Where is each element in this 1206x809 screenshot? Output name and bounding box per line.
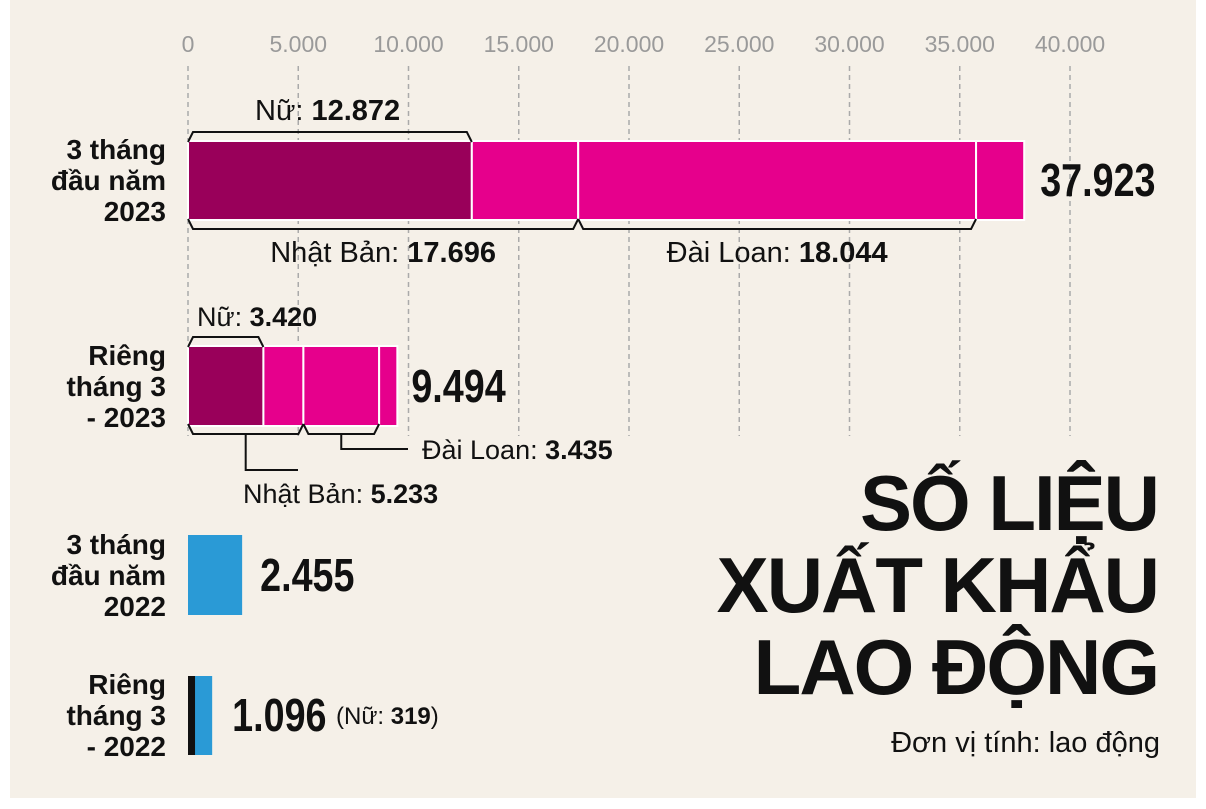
x-tick-label: 15.000 (484, 31, 554, 57)
bracket-above (187, 131, 473, 143)
title-line-2: XUẤT KHẨU (717, 541, 1158, 629)
annotation-value: 12.872 (311, 95, 400, 127)
total-value-label: 9.494 (411, 360, 506, 411)
annotation-label: Nữ: (255, 95, 311, 127)
bar-2022-march (195, 676, 213, 755)
bar-segment (378, 345, 399, 427)
annotation-label: Đài Loan: (667, 237, 799, 269)
row-label-line: 3 tháng (66, 134, 166, 165)
x-tick-label: 30.000 (814, 31, 884, 57)
annotation-value: 3.420 (250, 302, 318, 332)
women-note-part: (Nữ: (336, 703, 391, 730)
bar-segment (302, 345, 381, 427)
x-tick-label: 20.000 (594, 31, 664, 57)
chart-title: SỐ LIỆU XUẤT KHẨU LAO ĐỘNG (717, 459, 1160, 711)
bar-segment (577, 140, 978, 221)
bar-segment (187, 140, 473, 221)
row-label-line: - 2023 (87, 402, 166, 433)
bar-segment (975, 140, 1026, 221)
bracket-below (577, 218, 977, 230)
annotation-label: Đài Loan: (422, 435, 545, 465)
unit-note: Đơn vị tính: lao động (891, 727, 1160, 759)
bar-2022-march-women (188, 676, 196, 755)
total-value-label: 37.923 (1040, 154, 1155, 205)
bar-segment (470, 140, 580, 221)
row-label-line: tháng 3 (66, 371, 166, 402)
women-note-part: ) (431, 703, 439, 730)
row-label-line: 3 tháng (66, 529, 166, 560)
total-value-label: 2.455 (260, 549, 354, 600)
annotations: 37.923 9.494 2.455 1.096 (Nữ: 319) Nữ: 12.872… (187, 95, 1156, 741)
row-label-line: Riêng (88, 669, 166, 700)
row-label-line: - 2022 (87, 731, 166, 762)
title-line-1: SỐ LIỆU (860, 459, 1158, 547)
segment-annotation: Nhật Bản: 17.696 (270, 237, 496, 269)
women-note-part: 319 (391, 703, 431, 730)
total-value-label: 1.096 (232, 689, 326, 740)
annotation-label: Nhật Bản: (243, 479, 371, 509)
leader-line (340, 434, 408, 450)
annotation-value: 5.233 (371, 479, 439, 509)
row-label-line: 2023 (104, 196, 166, 227)
row-label-line: đầu năm (51, 165, 166, 196)
x-tick-label: 5.000 (269, 31, 327, 57)
bar-segment (187, 345, 265, 427)
segment-annotation: Nữ: 3.420 (197, 302, 317, 332)
title-line-3: LAO ĐỘNG (754, 623, 1158, 711)
bar-segment (262, 345, 305, 427)
x-tick-label: 35.000 (925, 31, 995, 57)
x-axis-tick-labels: 0 5.000 10.000 15.000 20.000 25.000 30.000 35.0… (182, 31, 1106, 57)
annotation-value: 18.044 (799, 237, 888, 269)
row-label-line: tháng 3 (66, 700, 166, 731)
segment-annotation: Đài Loan: 3.435 (422, 435, 613, 465)
annotation-label: Nữ: (197, 302, 250, 332)
annotation-value: 3.435 (545, 435, 613, 465)
annotation-value: 17.696 (407, 237, 496, 269)
row-label-line: 2022 (104, 591, 166, 622)
bar-2022-q1 (188, 535, 243, 615)
x-tick-label: 10.000 (373, 31, 443, 57)
x-tick-label: 40.000 (1035, 31, 1105, 57)
annotation-label: Nhật Bản: (270, 237, 407, 269)
bracket-below (187, 218, 580, 230)
segment-annotation: Nữ: 12.872 (255, 95, 400, 127)
women-note: (Nữ: 319) (336, 703, 439, 730)
row-label-line: đầu năm (51, 560, 166, 591)
segment-annotation: Đài Loan: 18.044 (667, 237, 888, 269)
bracket-above (187, 336, 265, 348)
x-tick-label: 0 (182, 31, 195, 57)
leader-line (244, 434, 298, 471)
segment-annotation: Nhật Bản: 5.233 (243, 479, 438, 509)
row-label-line: Riêng (88, 340, 166, 371)
x-tick-label: 25.000 (704, 31, 774, 57)
bars (187, 140, 1026, 755)
